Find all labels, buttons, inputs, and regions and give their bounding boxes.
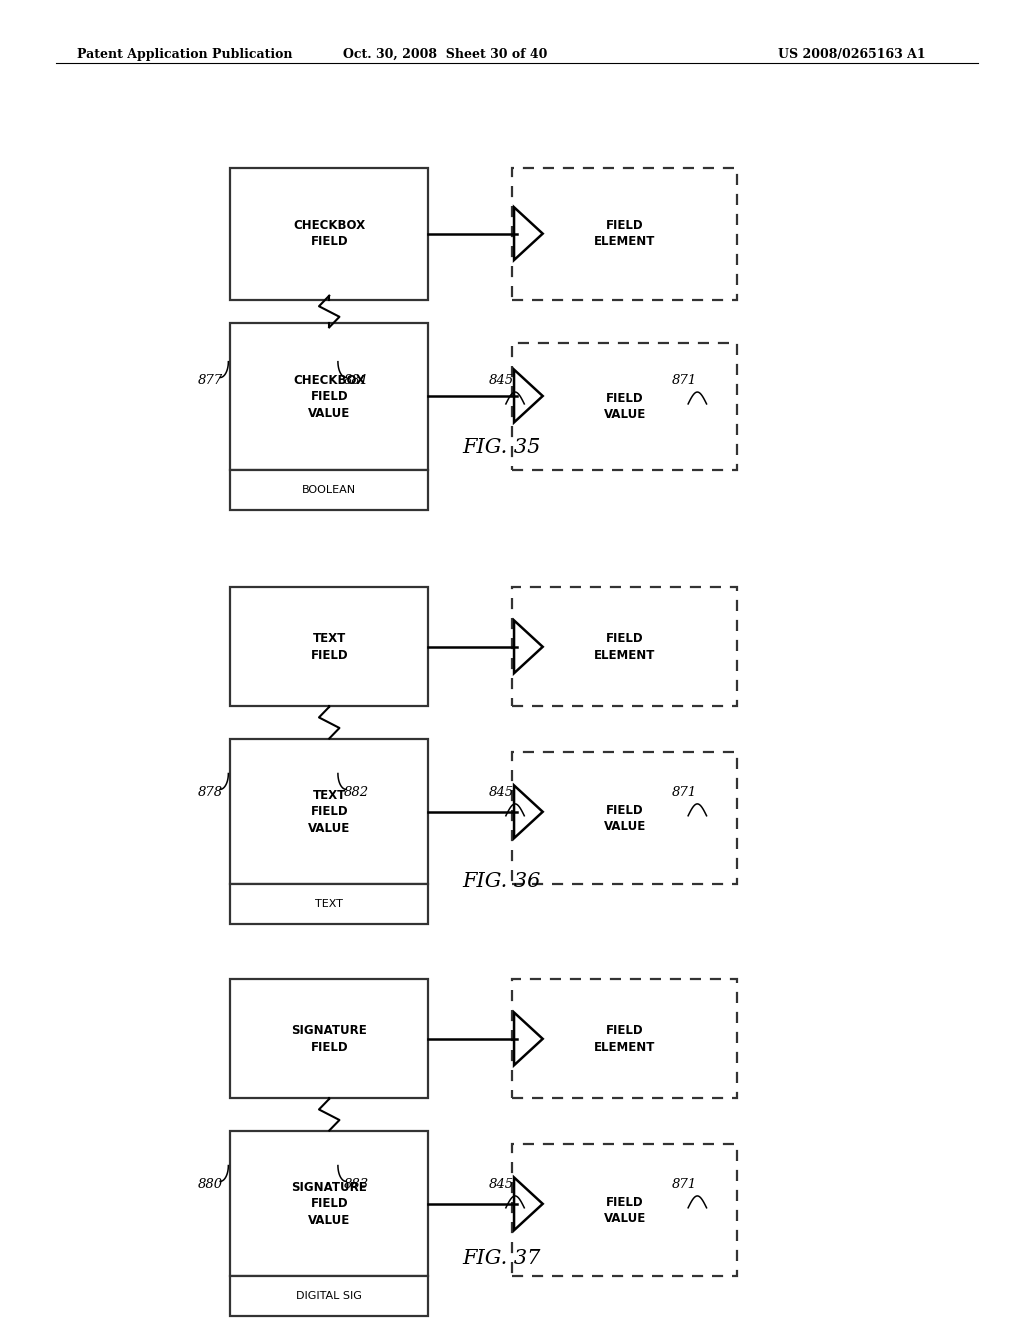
Text: FIELD
ELEMENT: FIELD ELEMENT (594, 632, 655, 661)
Text: BOOLEAN: BOOLEAN (302, 484, 356, 495)
Text: FIG. 36: FIG. 36 (463, 871, 541, 891)
Text: 845: 845 (489, 374, 514, 387)
Text: 880: 880 (198, 1177, 222, 1191)
Text: US 2008/0265163 A1: US 2008/0265163 A1 (778, 49, 926, 61)
Text: TEXT: TEXT (315, 899, 343, 909)
Bar (512, 168, 737, 300)
Bar (230, 470, 428, 510)
Text: FIG. 37: FIG. 37 (463, 1249, 541, 1267)
Bar (512, 343, 737, 470)
Text: TEXT
FIELD: TEXT FIELD (310, 632, 348, 661)
Text: 845: 845 (489, 1177, 514, 1191)
Text: DIGITAL SIG: DIGITAL SIG (296, 1291, 362, 1302)
Text: 871: 871 (672, 1177, 696, 1191)
Bar (230, 739, 428, 884)
Bar (230, 1131, 428, 1276)
Text: CHECKBOX
FIELD
VALUE: CHECKBOX FIELD VALUE (293, 374, 366, 420)
Text: 877: 877 (198, 374, 222, 387)
Bar (230, 168, 428, 300)
Text: FIELD
VALUE: FIELD VALUE (603, 1196, 646, 1225)
Text: 845: 845 (489, 785, 514, 799)
Text: 878: 878 (198, 785, 222, 799)
Text: CHECKBOX
FIELD: CHECKBOX FIELD (293, 219, 366, 248)
Bar (230, 587, 428, 706)
Text: 882: 882 (344, 785, 369, 799)
Text: TEXT
FIELD
VALUE: TEXT FIELD VALUE (308, 789, 350, 834)
Bar (512, 979, 737, 1098)
Text: SIGNATURE
FIELD: SIGNATURE FIELD (292, 1024, 367, 1053)
Bar (512, 1144, 737, 1276)
Text: FIELD
VALUE: FIELD VALUE (603, 392, 646, 421)
Text: Patent Application Publication: Patent Application Publication (77, 49, 292, 61)
Text: 871: 871 (672, 785, 696, 799)
Bar (230, 884, 428, 924)
Text: Oct. 30, 2008  Sheet 30 of 40: Oct. 30, 2008 Sheet 30 of 40 (343, 49, 548, 61)
Text: FIELD
ELEMENT: FIELD ELEMENT (594, 1024, 655, 1053)
Text: 883: 883 (344, 1177, 369, 1191)
Bar (230, 323, 428, 470)
Text: FIELD
VALUE: FIELD VALUE (603, 804, 646, 833)
Text: 881: 881 (344, 374, 369, 387)
Bar (230, 979, 428, 1098)
Bar (230, 1276, 428, 1316)
Bar (512, 752, 737, 884)
Text: SIGNATURE
FIELD
VALUE: SIGNATURE FIELD VALUE (292, 1181, 367, 1226)
Bar (512, 587, 737, 706)
Text: FIG. 35: FIG. 35 (463, 438, 541, 457)
Text: FIELD
ELEMENT: FIELD ELEMENT (594, 219, 655, 248)
Text: 871: 871 (672, 374, 696, 387)
